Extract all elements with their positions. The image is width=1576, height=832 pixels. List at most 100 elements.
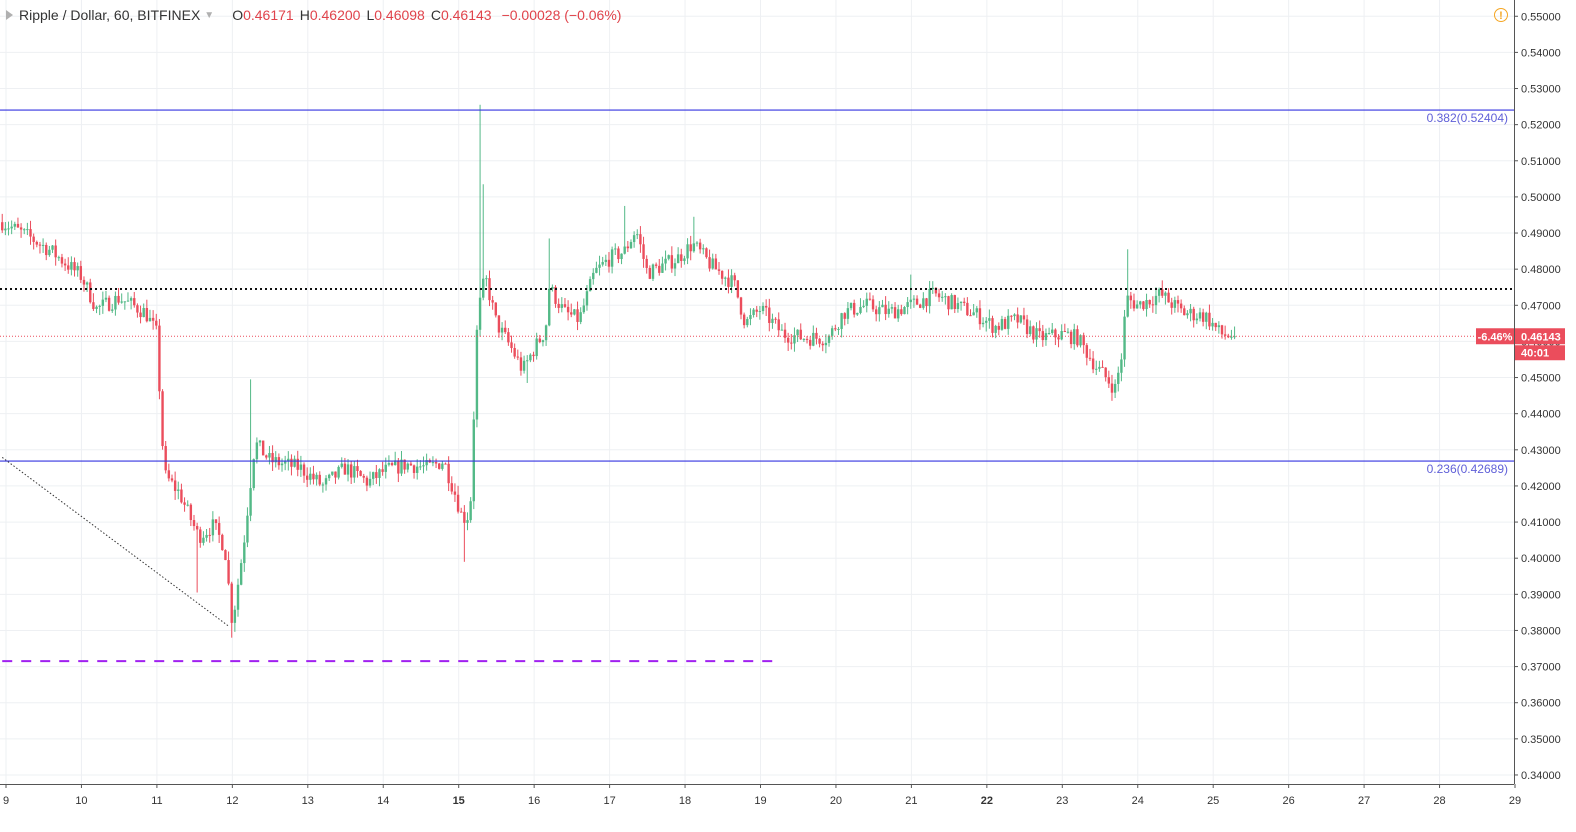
countdown-tag-bg [1515, 345, 1565, 361]
candle-body [123, 301, 127, 303]
candle-body [752, 309, 755, 316]
candle-body [10, 226, 13, 229]
candle-body [821, 343, 824, 346]
candle-body [805, 338, 809, 340]
candle-body [874, 309, 878, 315]
candle-body [416, 466, 419, 473]
candle-body [114, 295, 117, 310]
warning-icon[interactable]: ! [1494, 8, 1508, 22]
change-tag-bg [1476, 328, 1514, 345]
candle-body [840, 313, 843, 329]
price-tick-label: 0.45000 [1521, 373, 1561, 385]
candle-body [19, 227, 23, 230]
candle-body [746, 319, 749, 326]
candle-body [441, 463, 444, 469]
candle-body [261, 440, 265, 456]
candle-body [1208, 312, 1211, 327]
candle-body [519, 357, 523, 371]
candle-body [802, 338, 806, 340]
symbol-title[interactable]: Ripple / Dollar, 60, BITFINEX [19, 7, 201, 23]
candle-body [560, 304, 564, 308]
price-tick-label: 0.39000 [1521, 589, 1561, 601]
price-tick-label: 0.41000 [1521, 517, 1561, 529]
candle-body [771, 318, 774, 323]
candle-body [453, 491, 457, 495]
candle-body [1104, 367, 1107, 378]
candle-body [450, 483, 453, 492]
candle-body [371, 472, 375, 479]
candle-body [126, 300, 130, 302]
candle-body [192, 520, 196, 527]
candle-body [1029, 326, 1032, 335]
price-tick-label: 0.49000 [1521, 228, 1561, 240]
candle-body [1129, 295, 1133, 301]
candle-body [1214, 322, 1217, 328]
candle-body [384, 464, 387, 472]
time-axis: 9 10 11 12 13 14 15 16 17 18 19 20 21 22 23 24 25 26 27 28 2… [3, 784, 1521, 807]
candle-body [1173, 300, 1177, 308]
candle-body [906, 302, 909, 308]
candle-body [623, 246, 626, 254]
candle-body [598, 264, 601, 268]
candle-body [343, 463, 347, 475]
collapse-triangle-icon[interactable] [6, 10, 13, 20]
candle-body [834, 328, 837, 330]
close-label: C [430, 7, 441, 23]
candle-body [1032, 326, 1035, 340]
candle-body [604, 259, 608, 263]
candle-body [1091, 358, 1095, 370]
candle-body [1217, 325, 1221, 328]
candle-body [491, 300, 494, 303]
candle-body [1223, 334, 1227, 336]
candle-body [246, 515, 249, 543]
candle-body [1189, 308, 1192, 314]
candle-body [1010, 315, 1013, 317]
candle-body [485, 278, 488, 280]
candle-body [155, 320, 158, 326]
candle-body [944, 296, 947, 298]
candle-body [268, 452, 271, 458]
candle-body [387, 463, 391, 465]
candle-body [340, 463, 343, 467]
candle-body [532, 354, 535, 357]
candle-body [214, 519, 218, 524]
candle-body [1085, 345, 1089, 358]
candle-body [1167, 292, 1170, 303]
candle-body [900, 309, 903, 315]
candle-body [956, 303, 960, 310]
candle-body [1135, 304, 1139, 309]
candle-body [529, 354, 532, 361]
candle-body [673, 263, 677, 269]
price-tick-label: 0.44000 [1521, 409, 1561, 421]
chevron-down-icon[interactable]: ▼ [204, 9, 215, 21]
candle-body [444, 463, 447, 465]
close-value: 0.46143 [440, 7, 492, 23]
candle-body [13, 223, 17, 227]
candle-body [32, 236, 35, 242]
candle-body [482, 278, 485, 298]
candle-body [768, 307, 771, 323]
candle-body [494, 302, 497, 316]
candle-body [969, 315, 972, 317]
candle-body [774, 318, 777, 320]
candle-body [334, 471, 337, 478]
time-tick-label: 19 [754, 795, 766, 807]
candle-body [189, 504, 193, 521]
candle-body [164, 446, 167, 471]
candle-body [689, 244, 692, 252]
candle-body [142, 308, 145, 318]
candle-body [208, 534, 211, 536]
candle-body [1000, 319, 1004, 330]
candle-body [626, 246, 630, 249]
candle-body [353, 466, 356, 478]
candle-body [148, 317, 152, 322]
candle-body [1098, 366, 1101, 369]
candle-body [786, 337, 790, 343]
candle-body [1123, 316, 1126, 360]
candle-body [315, 474, 318, 480]
high-value: 0.46200 [309, 7, 361, 23]
candle-body [859, 306, 862, 313]
candle-body [812, 332, 815, 346]
